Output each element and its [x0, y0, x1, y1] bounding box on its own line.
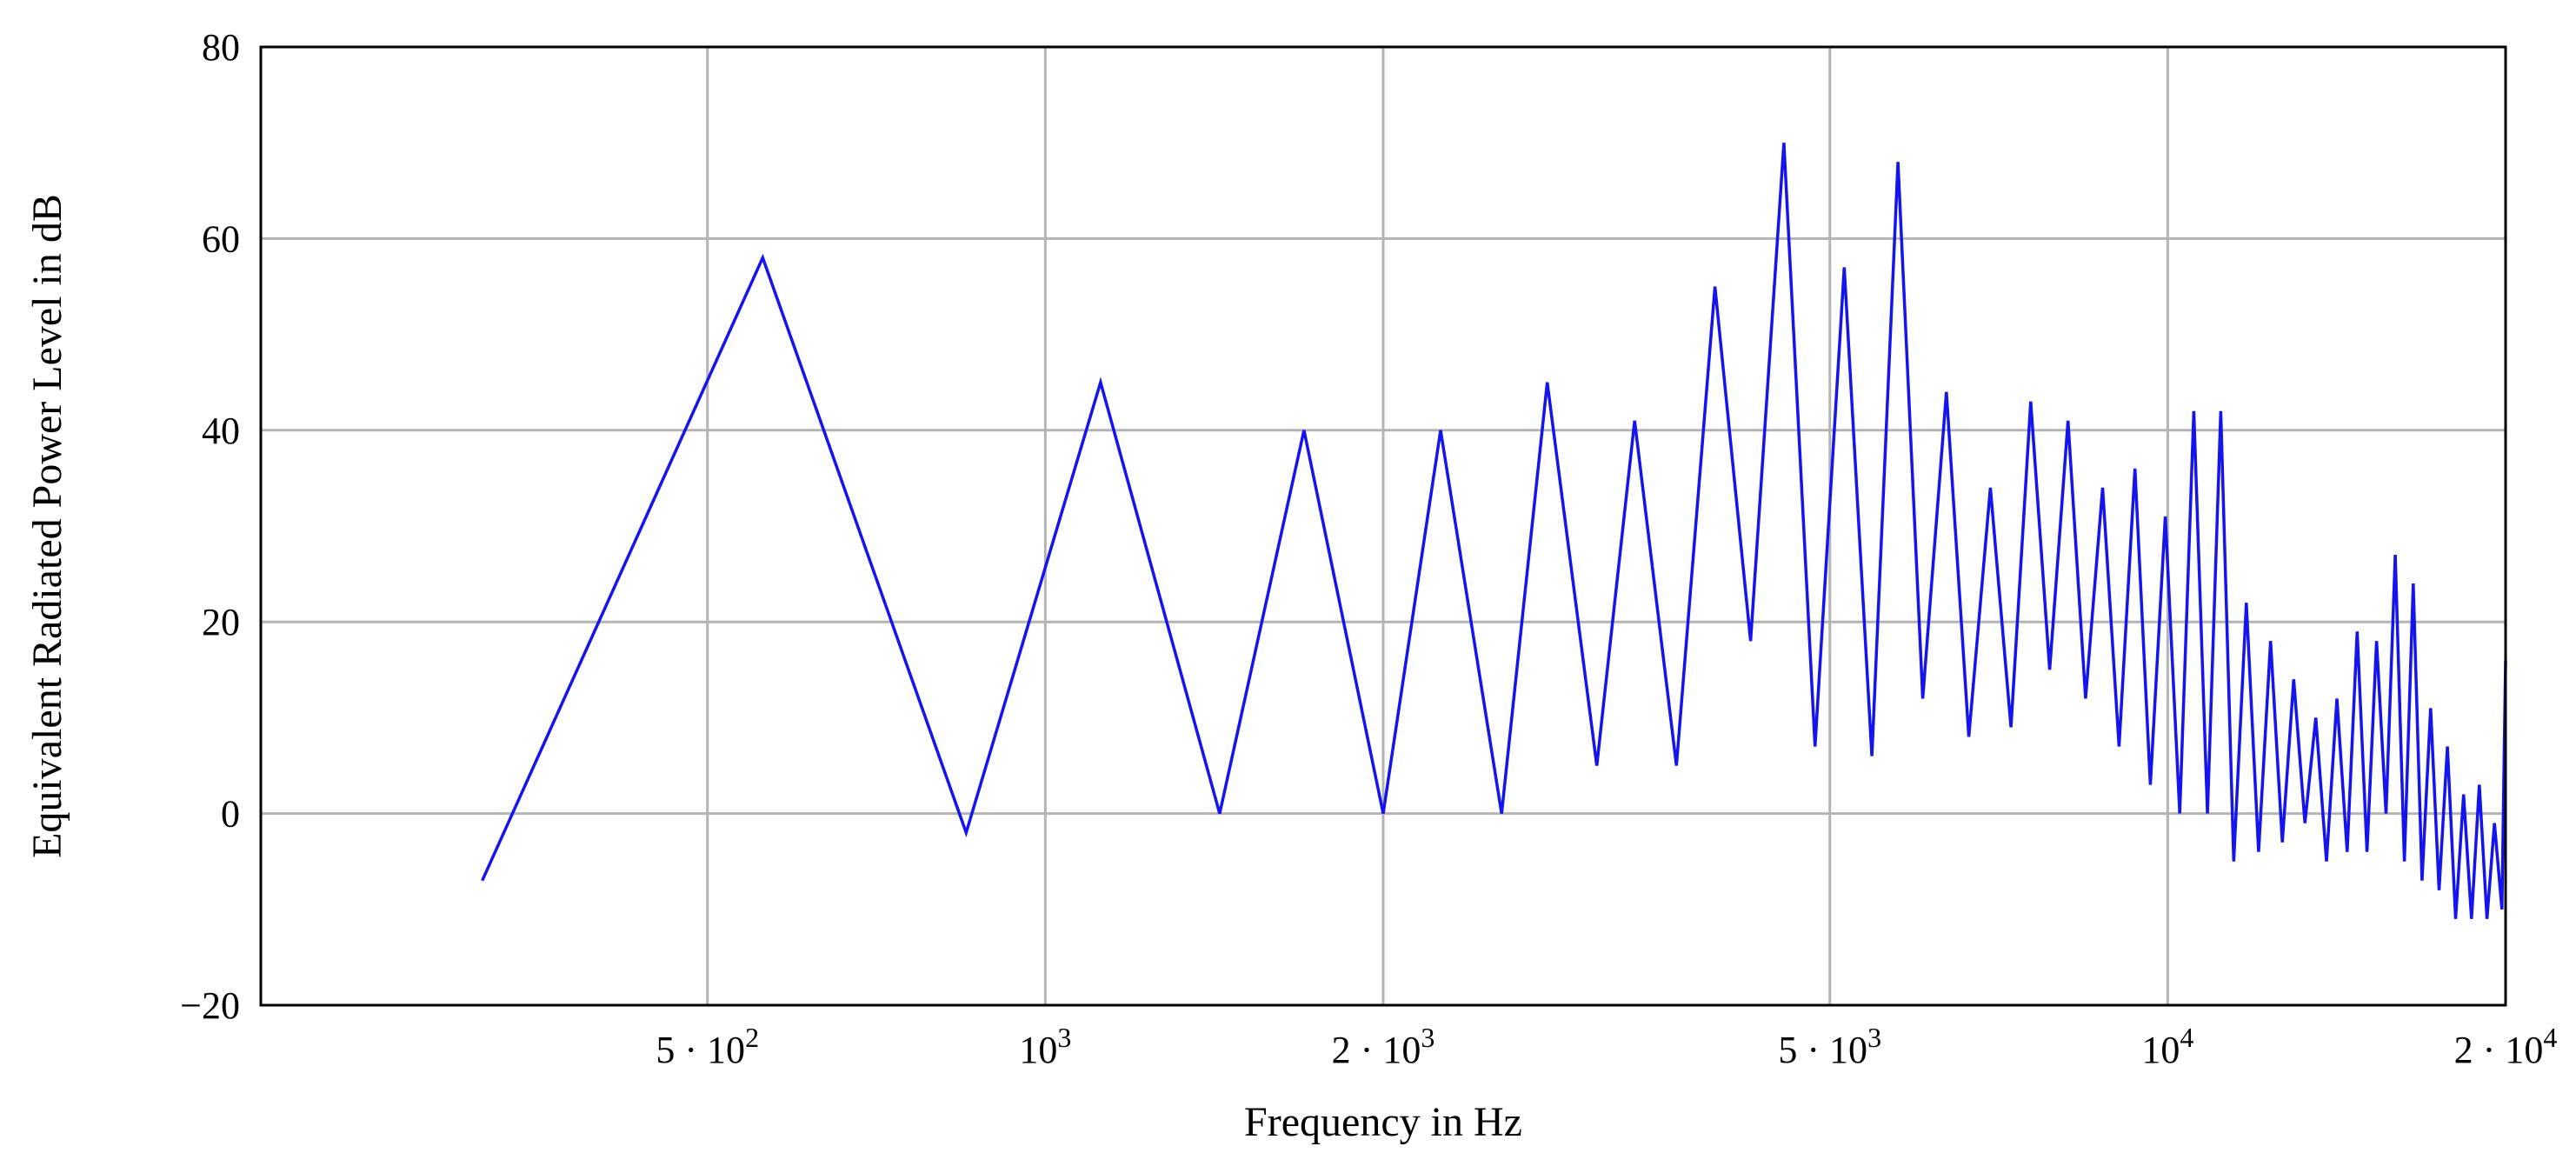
x-tick-label: 103 — [1019, 1022, 1071, 1071]
grid — [261, 45, 2507, 1007]
x-axis-label: Frequency in Hz — [1244, 1099, 1522, 1145]
x-tick-label: 2 · 103 — [1332, 1022, 1435, 1071]
x-tick-exponent: 4 — [2180, 1022, 2193, 1053]
y-tick-label: 60 — [202, 217, 240, 260]
x-tick-base: 2 · 10 — [1332, 1029, 1421, 1071]
x-tick-label: 5 · 103 — [1778, 1022, 1881, 1071]
x-tick-exponent: 2 — [745, 1022, 759, 1053]
series-line — [481, 143, 2507, 919]
x-tick-base: 5 · 10 — [1778, 1029, 1867, 1071]
x-tick-exponent: 4 — [2543, 1022, 2557, 1053]
x-tick-label: 5 · 102 — [656, 1022, 759, 1071]
x-tick-base: 5 · 10 — [656, 1029, 745, 1071]
x-tick-base: 2 · 10 — [2454, 1029, 2544, 1071]
y-tick-label: 80 — [202, 26, 240, 69]
x-tick-label: 2 · 104 — [2454, 1022, 2558, 1071]
y-tick-label: 40 — [202, 410, 240, 452]
x-tick-exponent: 3 — [1421, 1022, 1434, 1053]
x-tick-labels: 5 · 102 103 2 · 103 5 · 103 104 2 · 104 — [656, 1022, 2557, 1071]
x-tick-base: 10 — [2141, 1029, 2180, 1071]
y-tick-label: −20 — [180, 984, 240, 1027]
x-tick-label: 104 — [2141, 1022, 2193, 1071]
series-group — [481, 143, 2507, 919]
x-tick-base: 10 — [1019, 1029, 1057, 1071]
plot-frame — [259, 45, 2507, 1007]
y-tick-label: 0 — [221, 793, 240, 836]
y-tick-labels: −20 0 20 40 60 80 — [180, 26, 240, 1027]
x-tick-exponent: 3 — [1057, 1022, 1071, 1053]
y-tick-label: 20 — [202, 601, 240, 643]
y-axis-label: Equivalent Radiated Power Level in dB — [24, 194, 70, 858]
x-tick-exponent: 3 — [1867, 1022, 1881, 1053]
